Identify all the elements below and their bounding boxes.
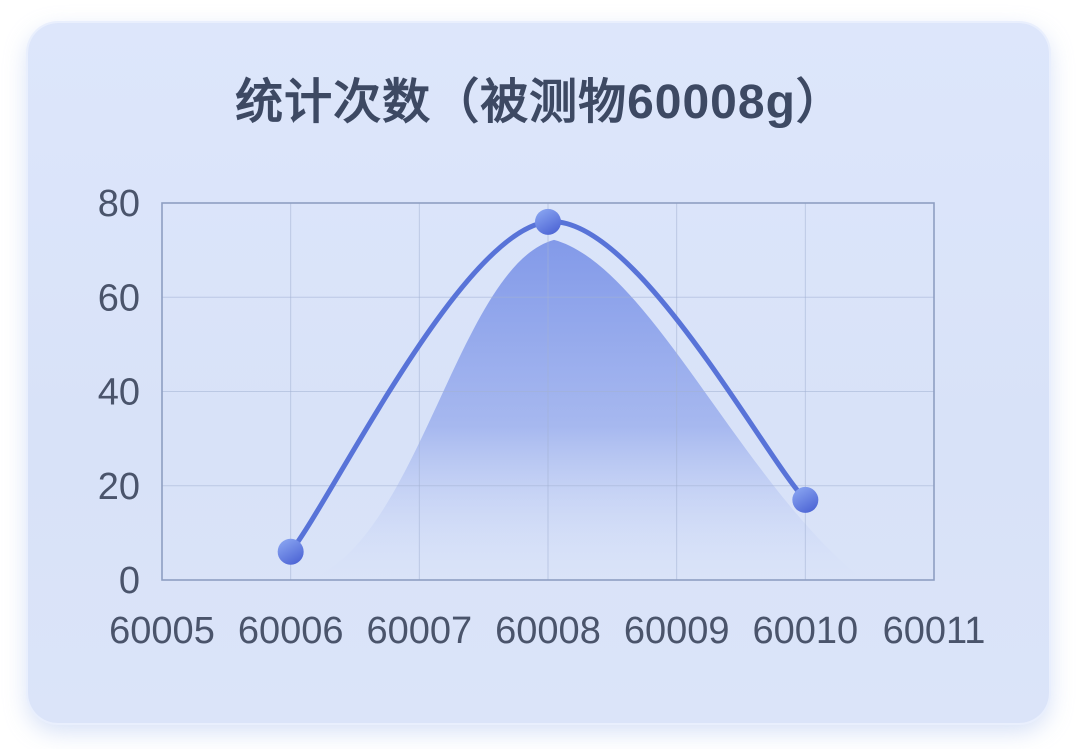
data-points xyxy=(277,208,819,565)
data-point[interactable] xyxy=(792,486,819,513)
plot-border xyxy=(161,202,935,581)
grid-lines xyxy=(161,202,935,581)
x-tick-label: 60009 xyxy=(624,610,730,652)
x-tick-label: 60006 xyxy=(238,610,344,652)
series-area-fill xyxy=(305,239,864,580)
y-tick-label: 20 xyxy=(98,466,140,508)
data-point[interactable] xyxy=(277,538,304,565)
x-axis-labels: 60005 60006 60007 60008 60009 60010 60011 xyxy=(109,610,985,652)
x-tick-label: 60005 xyxy=(109,610,215,652)
data-point[interactable] xyxy=(535,208,561,235)
x-tick-label: 60011 xyxy=(883,610,986,652)
y-axis-labels: 0 20 40 60 80 xyxy=(98,183,140,602)
y-tick-label: 80 xyxy=(98,183,140,225)
y-tick-label: 40 xyxy=(98,372,140,414)
chart-title: 统计次数（被测物60008g） xyxy=(235,76,845,129)
y-tick-label: 0 xyxy=(119,560,140,602)
x-tick-label: 60007 xyxy=(366,610,472,652)
x-tick-label: 60008 xyxy=(495,610,601,652)
y-tick-label: 60 xyxy=(98,277,140,319)
x-tick-label: 60010 xyxy=(752,610,858,652)
